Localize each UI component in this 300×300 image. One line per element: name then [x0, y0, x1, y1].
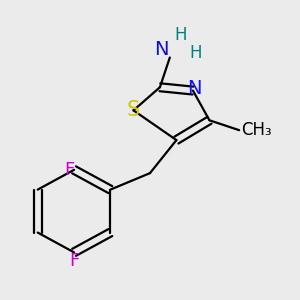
- Text: H: H: [190, 44, 202, 62]
- Text: F: F: [64, 161, 74, 179]
- Text: F: F: [69, 252, 79, 270]
- Text: H: H: [175, 26, 187, 44]
- Text: CH₃: CH₃: [241, 121, 272, 139]
- Text: S: S: [127, 100, 140, 120]
- Text: N: N: [187, 80, 202, 98]
- Text: N: N: [154, 40, 168, 59]
